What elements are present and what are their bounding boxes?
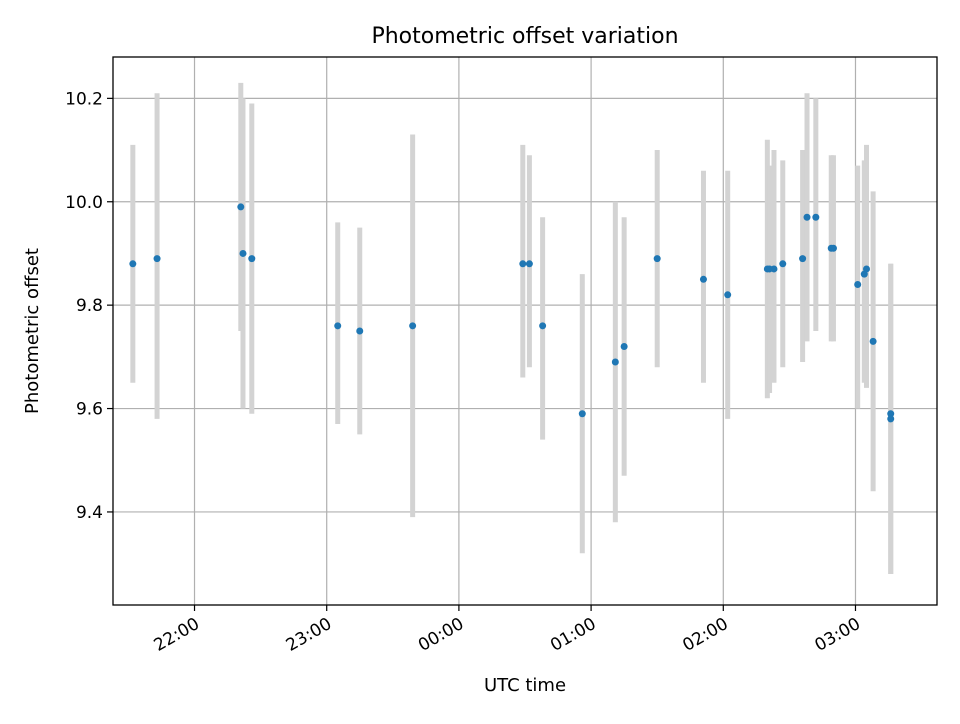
data-point bbox=[153, 255, 161, 263]
data-point bbox=[519, 260, 527, 268]
data-point bbox=[620, 343, 628, 351]
data-point bbox=[525, 260, 533, 268]
y-axis-label: Photometric offset bbox=[22, 248, 43, 414]
y-tick-label: 9.6 bbox=[76, 400, 103, 420]
data-point bbox=[334, 322, 342, 330]
x-axis-label: UTC time bbox=[484, 675, 566, 696]
data-point bbox=[779, 260, 787, 268]
data-point bbox=[611, 358, 619, 366]
data-point bbox=[799, 255, 807, 263]
data-point bbox=[699, 275, 707, 283]
plot-frame bbox=[112, 56, 938, 606]
chart-title: Photometric offset variation bbox=[371, 24, 678, 49]
y-tick-label: 10.2 bbox=[65, 89, 103, 109]
data-point bbox=[578, 410, 586, 418]
data-point bbox=[770, 265, 778, 273]
data-point bbox=[869, 337, 877, 345]
data-point bbox=[356, 327, 364, 335]
data-point bbox=[803, 213, 811, 221]
data-point bbox=[239, 249, 247, 257]
data-point bbox=[887, 415, 895, 423]
data-point bbox=[237, 203, 245, 211]
data-point bbox=[409, 322, 417, 330]
data-points bbox=[129, 203, 895, 423]
y-tick-label: 9.4 bbox=[76, 503, 103, 523]
data-point bbox=[248, 255, 256, 263]
data-point bbox=[887, 410, 895, 418]
data-point bbox=[829, 244, 837, 252]
data-point bbox=[862, 265, 870, 273]
y-tick-label: 10.0 bbox=[65, 193, 103, 213]
data-point bbox=[129, 260, 137, 268]
y-axis-ticks: 9.4 9.6 9.8 10.0 10.2 bbox=[65, 89, 113, 523]
y-tick-label: 9.8 bbox=[76, 296, 103, 316]
data-point bbox=[724, 291, 732, 299]
data-point bbox=[539, 322, 547, 330]
data-point bbox=[812, 213, 820, 221]
data-point bbox=[653, 255, 661, 263]
data-point bbox=[854, 280, 862, 288]
